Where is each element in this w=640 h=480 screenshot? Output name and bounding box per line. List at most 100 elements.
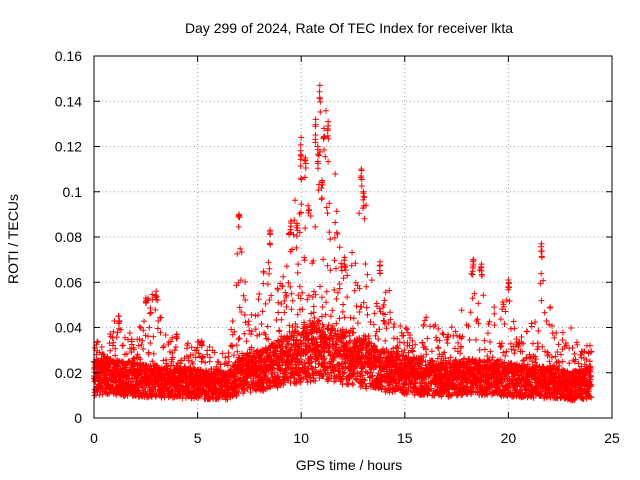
data-point	[295, 358, 302, 365]
data-point	[383, 325, 390, 332]
data-point	[191, 366, 198, 373]
data-point	[275, 299, 282, 306]
data-point	[204, 351, 211, 358]
data-point	[227, 342, 234, 349]
data-point	[271, 339, 278, 346]
data-point	[255, 312, 262, 319]
data-point	[322, 153, 329, 160]
data-point	[234, 348, 241, 355]
data-point	[286, 322, 293, 329]
data-point	[248, 311, 255, 318]
data-point	[240, 352, 247, 359]
data-point	[136, 323, 143, 330]
data-point	[123, 350, 130, 357]
data-point	[474, 316, 481, 323]
data-point	[368, 277, 375, 284]
data-point	[486, 338, 493, 345]
data-point	[367, 369, 374, 376]
data-point	[386, 287, 393, 294]
data-point	[343, 339, 350, 346]
data-point	[422, 358, 429, 365]
data-point	[353, 376, 360, 383]
data-point	[266, 270, 273, 277]
data-point	[367, 319, 374, 326]
data-point	[229, 318, 236, 325]
data-point	[256, 331, 263, 338]
data-point	[344, 272, 351, 279]
data-point	[487, 348, 494, 355]
data-point	[378, 354, 385, 361]
data-point	[293, 381, 300, 388]
data-point	[238, 249, 245, 256]
data-point	[234, 250, 241, 257]
data-point	[310, 288, 317, 295]
data-point	[276, 327, 283, 334]
data-point	[206, 343, 213, 350]
data-point	[293, 244, 300, 251]
data-point	[394, 335, 401, 342]
data-point	[286, 328, 293, 335]
data-point	[167, 338, 174, 345]
data-point	[332, 170, 339, 177]
data-point	[338, 360, 345, 367]
data-point	[160, 357, 167, 364]
data-point	[327, 352, 334, 359]
data-point	[327, 236, 334, 243]
data-point	[128, 336, 135, 343]
data-point	[535, 327, 542, 334]
data-point	[188, 344, 195, 351]
data-point	[476, 356, 483, 363]
data-point	[527, 354, 534, 361]
data-point	[331, 234, 338, 241]
data-point	[323, 299, 330, 306]
data-point	[329, 367, 336, 374]
data-point	[421, 317, 428, 324]
data-point	[400, 332, 407, 339]
data-point	[221, 360, 228, 367]
data-point	[278, 333, 285, 340]
data-point	[192, 354, 199, 361]
data-point	[447, 392, 454, 399]
data-point	[333, 346, 340, 353]
data-point	[184, 340, 191, 347]
data-point	[297, 341, 304, 348]
data-point	[245, 321, 252, 328]
data-point	[347, 314, 354, 321]
data-point	[278, 301, 285, 308]
data-point	[390, 324, 397, 331]
data-point	[126, 358, 133, 365]
data-point	[403, 391, 410, 398]
data-point	[231, 372, 238, 379]
data-point	[346, 375, 353, 382]
data-point	[358, 304, 365, 311]
data-point	[316, 317, 323, 324]
data-point	[547, 304, 554, 311]
data-point	[351, 287, 358, 294]
data-point	[363, 283, 370, 290]
data-point	[451, 345, 458, 352]
data-point	[275, 309, 282, 316]
data-point	[333, 341, 340, 348]
data-point	[294, 311, 301, 318]
data-point	[476, 346, 483, 353]
data-point	[341, 369, 348, 376]
data-point	[278, 362, 285, 369]
data-point	[112, 352, 119, 359]
data-point	[294, 324, 301, 331]
data-point	[472, 336, 479, 343]
data-point	[259, 308, 266, 315]
data-point	[436, 337, 443, 344]
data-point	[228, 326, 235, 333]
data-point	[428, 348, 435, 355]
data-point	[502, 352, 509, 359]
data-point	[319, 304, 326, 311]
data-point	[298, 201, 305, 208]
data-point	[538, 270, 545, 277]
data-point	[491, 304, 498, 311]
data-point	[224, 362, 231, 369]
data-point	[370, 321, 377, 328]
data-point	[312, 291, 319, 298]
data-point	[363, 304, 370, 311]
data-point	[307, 213, 314, 220]
